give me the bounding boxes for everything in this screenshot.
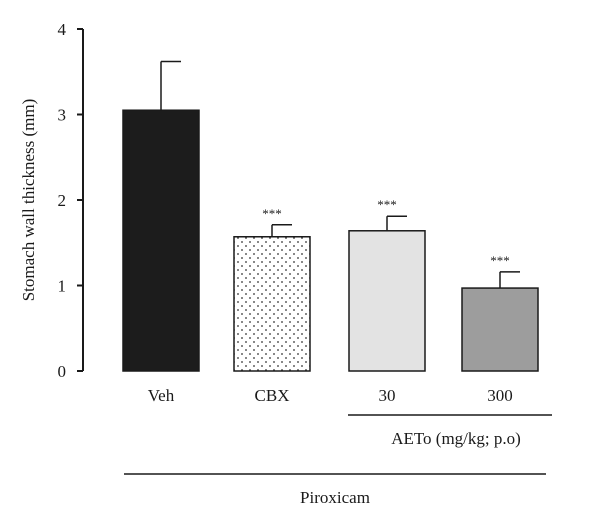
x-tick-label-30: 30	[379, 386, 396, 405]
significance-annotations: *** *** ***	[262, 197, 510, 268]
y-axis-label: Stomach wall thickness (mm)	[19, 99, 38, 302]
bar-30	[348, 230, 426, 372]
bar-CBX	[233, 236, 311, 372]
significance-label-CBX: ***	[262, 206, 282, 221]
bar-Veh	[122, 109, 200, 372]
significance-label-300: ***	[490, 253, 510, 268]
x-tick-label-Veh: Veh	[148, 386, 175, 405]
error-bars	[160, 60, 520, 289]
significance-label-30: ***	[377, 197, 397, 212]
y-ticks: 0 1 2 3 4	[58, 20, 83, 381]
bar-300	[461, 287, 539, 372]
y-tick-label: 0	[58, 362, 67, 381]
y-tick-label: 2	[58, 191, 67, 210]
x-tick-labels: Veh CBX 30 300	[148, 386, 513, 405]
y-tick-label: 3	[58, 106, 67, 125]
x-tick-label-300: 300	[487, 386, 513, 405]
bars	[122, 109, 539, 372]
y-tick-label: 4	[58, 20, 67, 39]
y-tick-label: 1	[58, 277, 67, 296]
piroxicam-group-label: Piroxicam	[300, 488, 370, 507]
x-tick-label-CBX: CBX	[255, 386, 290, 405]
aeto-group-label: AETo (mg/kg; p.o)	[391, 429, 521, 448]
